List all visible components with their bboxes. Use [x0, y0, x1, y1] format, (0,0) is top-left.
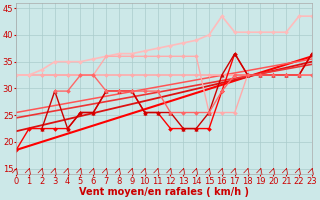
X-axis label: Vent moyen/en rafales ( km/h ): Vent moyen/en rafales ( km/h )	[79, 187, 249, 197]
